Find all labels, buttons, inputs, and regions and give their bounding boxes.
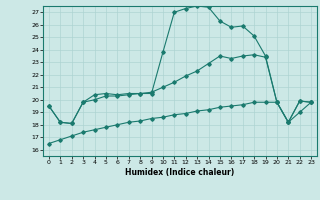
- X-axis label: Humidex (Indice chaleur): Humidex (Indice chaleur): [125, 168, 235, 177]
